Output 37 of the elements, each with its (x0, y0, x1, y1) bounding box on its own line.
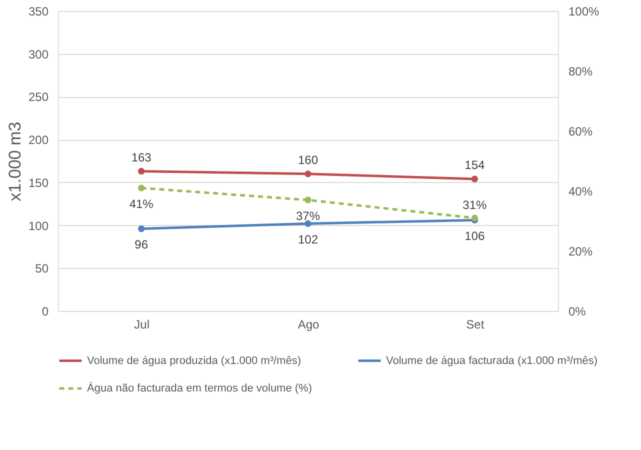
legend-label: Água não facturada em termos de volume (%) (87, 382, 312, 394)
y-tick-label: 250 (28, 90, 49, 104)
y2-tick-label: 80% (568, 64, 593, 78)
point (304, 170, 312, 178)
y-tick-label: 50 (35, 262, 49, 276)
y-tick-label: 150 (28, 176, 49, 190)
x-tick-label: Jul (134, 318, 150, 332)
y-tick-label: 300 (28, 47, 49, 62)
y-axis-title: x1.000 m3 (5, 122, 24, 202)
y-tick-label: 100 (28, 218, 49, 233)
y-tick-label: 350 (28, 4, 49, 18)
data-label: 163 (131, 150, 152, 164)
y-tick-label: 0 (42, 304, 49, 318)
data-label: 106 (464, 229, 485, 244)
y2-tick-label: 60% (568, 124, 593, 138)
data-label: 102 (298, 232, 318, 247)
legend-label: Volume de água produzida (x1.000 m³/mês) (87, 354, 302, 367)
data-label: 96 (134, 238, 148, 252)
point (304, 196, 312, 204)
y2-tick-label: 40% (568, 184, 593, 198)
point (138, 184, 145, 192)
point (138, 225, 145, 232)
y-tick-label: 200 (28, 133, 49, 148)
point (138, 168, 145, 175)
data-label: 31% (462, 198, 487, 212)
y2-tick-label: 100% (568, 4, 600, 18)
y2-tick-label: 0% (568, 304, 586, 318)
point (471, 176, 478, 182)
data-label: 37% (296, 209, 320, 223)
x-tick-label: Set (466, 318, 485, 332)
legend-label: Volume de água facturada (x1.000 m³/mês) (386, 354, 598, 367)
data-label: 154 (464, 158, 485, 172)
data-label: 41% (129, 197, 154, 211)
point (304, 220, 312, 227)
y2-tick-label: 20% (568, 244, 593, 258)
x-tick-label: Ago (298, 318, 320, 332)
data-label: 160 (298, 152, 318, 167)
